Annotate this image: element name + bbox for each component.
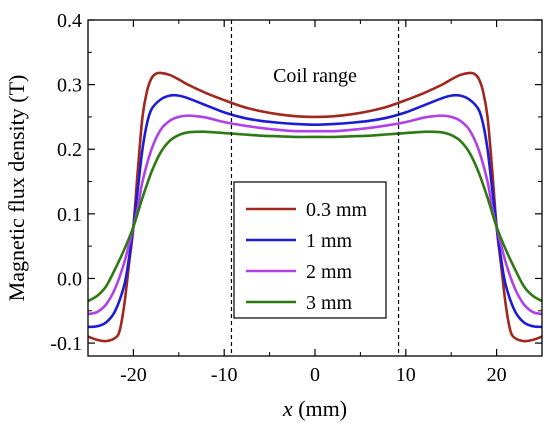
y-tick-label: -0.1	[50, 333, 82, 355]
legend-label-4: 3 mm	[306, 292, 353, 314]
series-line-2	[88, 93, 542, 329]
x-axis: -20 -10 0 10 20	[87, 20, 543, 386]
legend-label-1: 0.3 mm	[306, 199, 368, 221]
series-line-4	[88, 130, 542, 303]
x-axis-title: x (mm)	[282, 396, 347, 421]
y-axis-title: Magnetic flux density (T)	[4, 75, 29, 302]
y-tick-label: 0.2	[57, 139, 82, 161]
x-tick-label: -10	[211, 364, 238, 386]
x-tick-label: 0	[310, 364, 320, 386]
series-line-1	[88, 71, 542, 343]
x-tick-label: -20	[120, 364, 147, 386]
series-layer	[88, 71, 542, 343]
x-axis-unit: (mm)	[293, 396, 347, 421]
x-tick-label: 20	[487, 364, 507, 386]
x-tick-label: 10	[396, 364, 416, 386]
x-axis-variable: x	[282, 396, 293, 421]
coil-range-lines	[230, 20, 400, 356]
y-axis: -0.1 0.0 0.1 0.2 0.3 0.4	[50, 10, 542, 355]
legend: 0.3 mm 1 mm 2 mm 3 mm	[233, 181, 387, 319]
y-tick-label: 0.1	[57, 204, 82, 226]
y-tick-label: 0.3	[57, 75, 82, 97]
y-tick-label: 0.4	[57, 10, 82, 32]
coil-range-annotation: Coil range	[273, 65, 357, 87]
series-line-3	[88, 114, 542, 316]
y-tick-label: 0.0	[57, 268, 82, 290]
legend-label-2: 1 mm	[306, 230, 353, 252]
legend-box	[233, 181, 387, 319]
legend-label-3: 2 mm	[306, 261, 353, 283]
